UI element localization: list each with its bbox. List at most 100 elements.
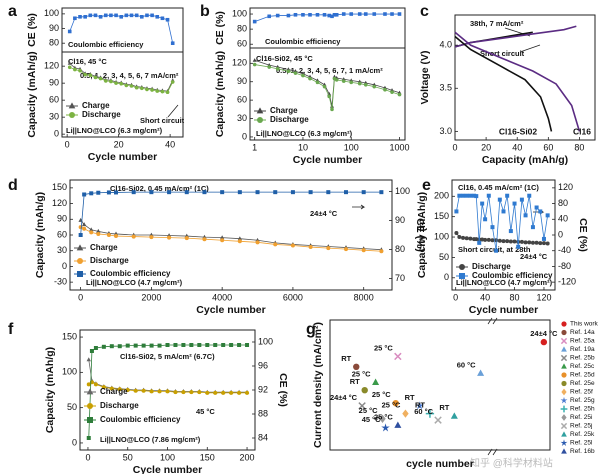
legend-label: Charge [100,387,128,396]
legend-label: Charge [90,243,118,252]
marker [67,65,72,70]
marker [474,237,479,242]
marker [93,13,98,18]
marker [308,190,313,195]
marker [461,235,466,240]
marker [397,92,402,97]
marker [134,13,139,18]
marker [541,241,546,246]
marker [425,409,435,418]
marker [114,234,118,239]
legend-marker [561,321,567,327]
marker [184,190,189,195]
marker [527,240,532,245]
point-label: 25 °C [352,369,371,378]
marker [114,81,118,85]
marker [527,193,532,198]
legend-marker [459,264,465,270]
marker [379,414,386,423]
marker [229,343,234,347]
marker [181,343,186,347]
marker [372,378,380,385]
annotation: Cl16, 0.45 mA/cm² (1C) [458,183,539,192]
annotation: Coulombic efficiency [68,40,144,49]
x-tick-label: 1 [252,142,257,152]
point-label: 25 °C [372,390,391,399]
marker [372,84,377,89]
marker [141,388,146,393]
legend-label: Ref. 25g [570,397,595,404]
marker [213,343,218,347]
marker [383,87,387,92]
marker [88,13,93,18]
marker [86,382,91,387]
marker [516,244,521,249]
marker [124,83,129,88]
series-line [454,31,581,132]
marker [109,79,113,84]
marker [341,12,346,16]
marker [141,343,146,348]
marker [124,13,129,18]
marker [394,421,402,428]
marker [221,343,226,347]
legend-marker [561,388,567,396]
marker [519,197,524,202]
annotation: 0.5, 1, 2, 3, 4, 5, 6, 7 mA/cm² [80,71,179,80]
marker [78,15,82,19]
legend-marker [76,244,84,251]
x-tick-label: 0 [78,292,83,302]
marker [197,343,202,347]
marker [167,190,172,195]
marker [213,390,218,395]
marker [98,15,103,19]
legend-marker [560,354,568,362]
marker [357,12,362,16]
x-tick-label: 1000 [389,142,409,152]
y2-tick-label: -120 [558,277,576,287]
x-tick-label: 4000 [212,292,232,302]
x-tick-label: 100 [344,142,359,152]
marker [308,76,312,81]
marker [353,363,360,370]
x-tick-label: 0 [453,292,458,302]
legend-label: Ref. 14a [570,329,595,336]
marker [326,246,331,251]
marker [301,73,305,78]
marker [117,387,122,392]
y-tick-label: 100 [62,367,77,377]
y2-tick-label: 88 [258,408,268,418]
x-tick-label: 150 [200,452,215,462]
annotation: Cl16-Si02, 0.45 mA/cm² (1C) [110,184,209,193]
marker [96,190,101,195]
marker [119,81,124,86]
marker [486,237,491,242]
y-tick-label: 3.5 [439,83,452,93]
marker [497,197,502,202]
marker [402,409,409,418]
y2-tick-label: -80 [558,261,571,271]
marker [160,89,165,94]
marker [109,13,113,18]
marker [125,343,130,348]
x-axis-label: Cycle number [469,304,538,316]
marker [327,94,332,99]
panel-label: c [420,3,429,20]
y-tick-label: 60 [237,39,247,49]
legend-label: Coulombic efficiency [100,415,181,424]
marker [220,190,225,195]
x-tick-label: 60 [543,142,553,152]
legend-marker [561,372,567,378]
marker [457,193,462,198]
marker [149,235,154,240]
marker [89,349,94,353]
marker [505,239,510,244]
marker [334,12,339,17]
panel-label: e [422,177,431,194]
legend-label: Ref. 25l [570,440,593,447]
marker [334,78,339,82]
marker [326,190,331,195]
marker [78,233,83,237]
marker [464,193,469,198]
legend-marker [560,396,568,404]
